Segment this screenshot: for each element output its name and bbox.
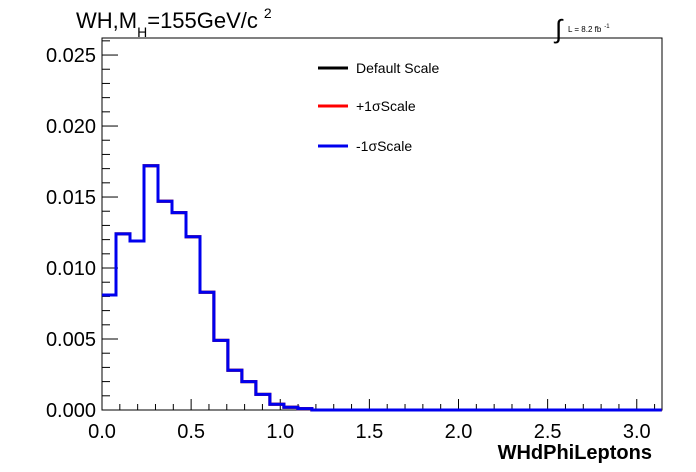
y-tick-label: 0.000 (46, 400, 96, 422)
chart-title-main: WH,M (76, 8, 137, 33)
x-tick-label: 3.0 (623, 421, 651, 443)
chart-title-superscript: 2 (264, 5, 272, 21)
y-tick-label: 0.020 (46, 116, 96, 138)
x-axis-title: WHdPhiLeptons (498, 442, 652, 464)
legend: Default Scale +1σScale -1σScale (318, 60, 439, 154)
y-tick-label: 0.015 (46, 187, 96, 209)
x-tick-label: 0.0 (88, 421, 116, 443)
series-line-2 (102, 164, 662, 412)
x-tick-label: 2.5 (534, 421, 562, 443)
lumi-integral-symbol: ∫ (553, 14, 564, 44)
chart-title-rest: =155GeV/c (147, 8, 258, 33)
x-tick-label: 2.0 (445, 421, 473, 443)
x-tick-label: 1.5 (355, 421, 383, 443)
lumi-superscript: -1 (604, 24, 610, 30)
x-tick-label: 0.5 (177, 421, 205, 443)
lumi-text: L = 8.2 fb (568, 25, 602, 34)
axes-group: 0.0 0.5 1.0 1.5 2.0 2.5 3.0 0.000 0.005 0.010 0.01… (46, 40, 656, 443)
legend-label-0: Default Scale (356, 60, 439, 76)
chart-title-subscript: H (137, 24, 147, 40)
y-tick-label: 0.005 (46, 329, 96, 351)
series-group (102, 164, 662, 412)
y-tick-label: 0.025 (46, 45, 96, 67)
legend-label-2: -1σScale (356, 138, 412, 154)
lumi-annotation: L = 8.2 fb -1 (568, 24, 610, 34)
chart-title: WH,MH=155GeV/c 2 (76, 5, 272, 40)
y-tick-label: 0.010 (46, 258, 96, 280)
x-tick-label: 1.0 (266, 421, 294, 443)
legend-label-1: +1σScale (356, 98, 416, 114)
